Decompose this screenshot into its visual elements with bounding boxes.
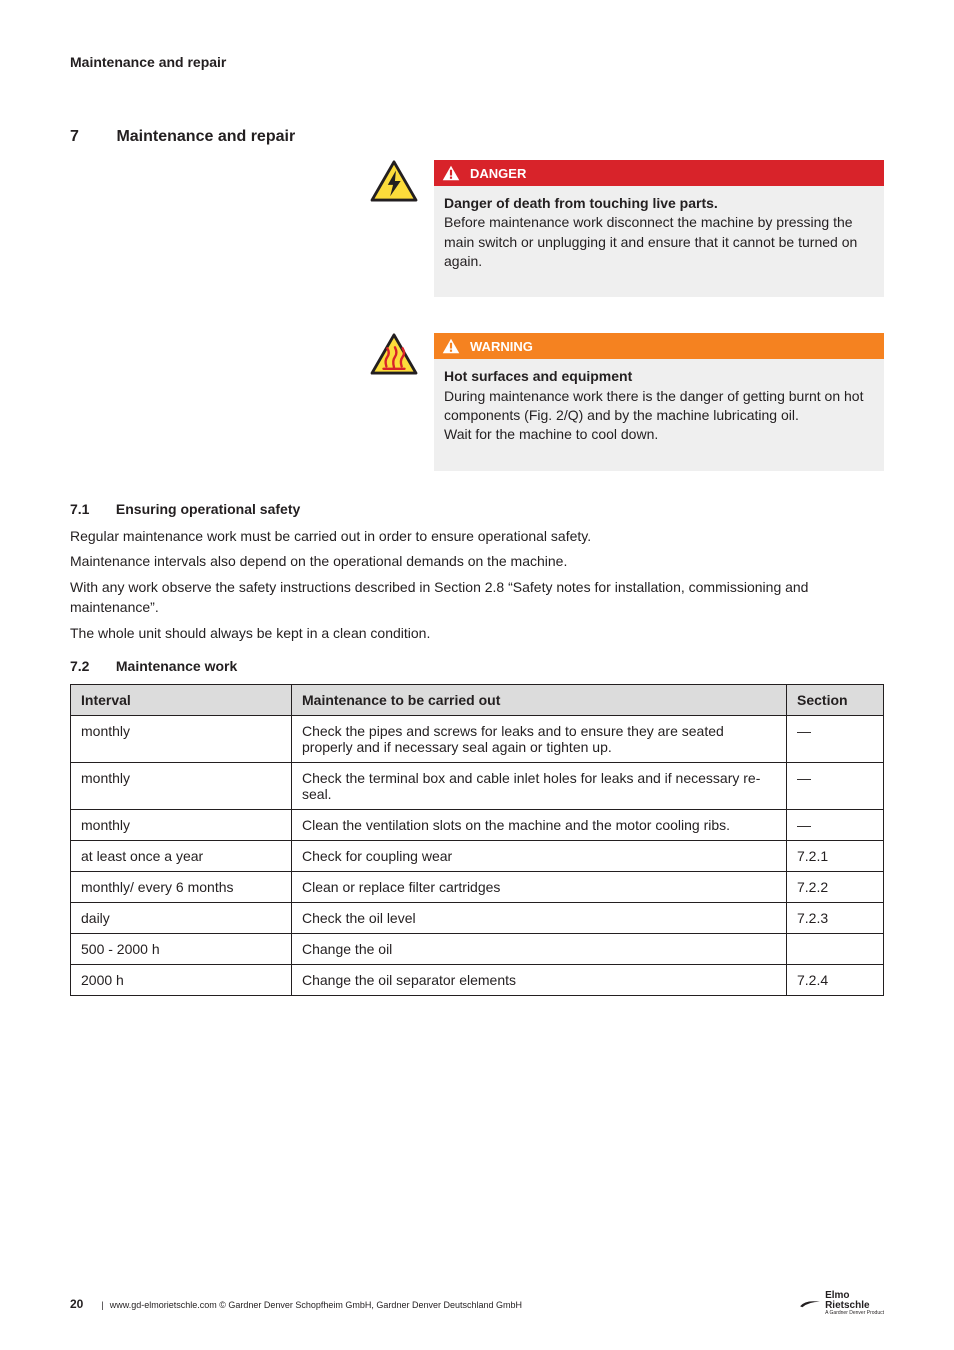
footer-separator: | bbox=[101, 1300, 103, 1310]
logo-text: Elmo Rietschle A Gardner Denver Product bbox=[825, 1291, 884, 1316]
page: Maintenance and repair 7 Maintenance and… bbox=[0, 0, 954, 1350]
subsection-title: Ensuring operational safety bbox=[116, 501, 300, 517]
section-title: Maintenance and repair bbox=[116, 128, 295, 145]
cell-task: Clean the ventilation slots on the machi… bbox=[292, 809, 787, 840]
cell-section: 7.2.3 bbox=[787, 902, 884, 933]
cell-section: 7.2.1 bbox=[787, 840, 884, 871]
exclamation-triangle-icon bbox=[442, 164, 460, 182]
danger-icon-col bbox=[370, 160, 434, 297]
cell-section: — bbox=[787, 715, 884, 762]
col-maintenance: Maintenance to be carried out bbox=[292, 684, 787, 715]
danger-callout: DANGER Danger of death from touching liv… bbox=[370, 160, 884, 297]
brand-logo: Elmo Rietschle A Gardner Denver Product bbox=[799, 1291, 884, 1316]
warning-text-2: Wait for the machine to cool down. bbox=[444, 425, 874, 444]
s71-p4: The whole unit should always be kept in … bbox=[70, 624, 884, 644]
col-section: Section bbox=[787, 684, 884, 715]
footer-text: www.gd-elmorietschle.com © Gardner Denve… bbox=[110, 1300, 522, 1310]
cell-interval: 500 - 2000 h bbox=[71, 933, 292, 964]
table-row: monthly/ every 6 months Clean or replace… bbox=[71, 871, 884, 902]
subsection-number: 7.1 bbox=[70, 501, 112, 517]
danger-label: DANGER bbox=[470, 166, 526, 181]
maintenance-table: Interval Maintenance to be carried out S… bbox=[70, 684, 884, 996]
table-row: monthly Check the terminal box and cable… bbox=[71, 762, 884, 809]
warning-icon-col bbox=[370, 333, 434, 470]
cell-interval: monthly bbox=[71, 762, 292, 809]
cell-interval: daily bbox=[71, 902, 292, 933]
hot-surface-icon bbox=[370, 333, 418, 375]
table-row: at least once a year Check for coupling … bbox=[71, 840, 884, 871]
warning-body: Hot surfaces and equipment During mainte… bbox=[434, 359, 884, 470]
table-row: daily Check the oil level 7.2.3 bbox=[71, 902, 884, 933]
s71-p1: Regular maintenance work must be carried… bbox=[70, 527, 884, 547]
table-row: monthly Clean the ventilation slots on t… bbox=[71, 809, 884, 840]
cell-task: Check for coupling wear bbox=[292, 840, 787, 871]
warning-label: WARNING bbox=[470, 339, 533, 354]
col-interval: Interval bbox=[71, 684, 292, 715]
footer: 20 | www.gd-elmorietschle.com © Gardner … bbox=[70, 1291, 884, 1316]
table-header-row: Interval Maintenance to be carried out S… bbox=[71, 684, 884, 715]
page-number: 20 bbox=[70, 1297, 83, 1311]
warning-content: WARNING Hot surfaces and equipment Durin… bbox=[434, 333, 884, 470]
danger-banner: DANGER bbox=[434, 160, 884, 186]
cell-task: Check the terminal box and cable inlet h… bbox=[292, 762, 787, 809]
cell-task: Check the pipes and screws for leaks and… bbox=[292, 715, 787, 762]
section-number: 7 bbox=[70, 128, 112, 146]
cell-task: Clean or replace filter cartridges bbox=[292, 871, 787, 902]
cell-interval: 2000 h bbox=[71, 964, 292, 995]
cell-section: — bbox=[787, 809, 884, 840]
electrical-hazard-icon bbox=[370, 160, 418, 202]
danger-text: Before maintenance work disconnect the m… bbox=[444, 213, 874, 271]
cell-task: Check the oil level bbox=[292, 902, 787, 933]
cell-section: 7.2.2 bbox=[787, 871, 884, 902]
swoosh-icon bbox=[799, 1299, 821, 1309]
cell-section: 7.2.4 bbox=[787, 964, 884, 995]
danger-body: Danger of death from touching live parts… bbox=[434, 186, 884, 297]
cell-interval: monthly bbox=[71, 809, 292, 840]
danger-content: DANGER Danger of death from touching liv… bbox=[434, 160, 884, 297]
warning-text-1: During maintenance work there is the dan… bbox=[444, 387, 874, 426]
footer-left: 20 | www.gd-elmorietschle.com © Gardner … bbox=[70, 1297, 522, 1311]
cell-interval: monthly/ every 6 months bbox=[71, 871, 292, 902]
s71-p2: Maintenance intervals also depend on the… bbox=[70, 552, 884, 572]
table-row: 2000 h Change the oil separator elements… bbox=[71, 964, 884, 995]
table-body: monthly Check the pipes and screws for l… bbox=[71, 715, 884, 995]
warning-heading: Hot surfaces and equipment bbox=[444, 367, 874, 386]
exclamation-triangle-icon bbox=[442, 337, 460, 355]
running-header: Maintenance and repair bbox=[70, 54, 884, 70]
danger-heading: Danger of death from touching live parts… bbox=[444, 194, 874, 213]
cell-interval: at least once a year bbox=[71, 840, 292, 871]
cell-task: Change the oil bbox=[292, 933, 787, 964]
section-7-heading: 7 Maintenance and repair bbox=[70, 128, 884, 146]
section-7-1-heading: 7.1 Ensuring operational safety bbox=[70, 501, 884, 517]
cell-section bbox=[787, 933, 884, 964]
cell-interval: monthly bbox=[71, 715, 292, 762]
warning-callout: WARNING Hot surfaces and equipment Durin… bbox=[370, 333, 884, 470]
table-row: monthly Check the pipes and screws for l… bbox=[71, 715, 884, 762]
s71-p3: With any work observe the safety instruc… bbox=[70, 578, 884, 618]
table-row: 500 - 2000 h Change the oil bbox=[71, 933, 884, 964]
cell-section: — bbox=[787, 762, 884, 809]
subsection-number: 7.2 bbox=[70, 658, 112, 674]
logo-line-3: A Gardner Denver Product bbox=[825, 1311, 884, 1316]
cell-task: Change the oil separator elements bbox=[292, 964, 787, 995]
warning-banner: WARNING bbox=[434, 333, 884, 359]
subsection-title: Maintenance work bbox=[116, 658, 237, 674]
section-7-2-heading: 7.2 Maintenance work bbox=[70, 658, 884, 674]
